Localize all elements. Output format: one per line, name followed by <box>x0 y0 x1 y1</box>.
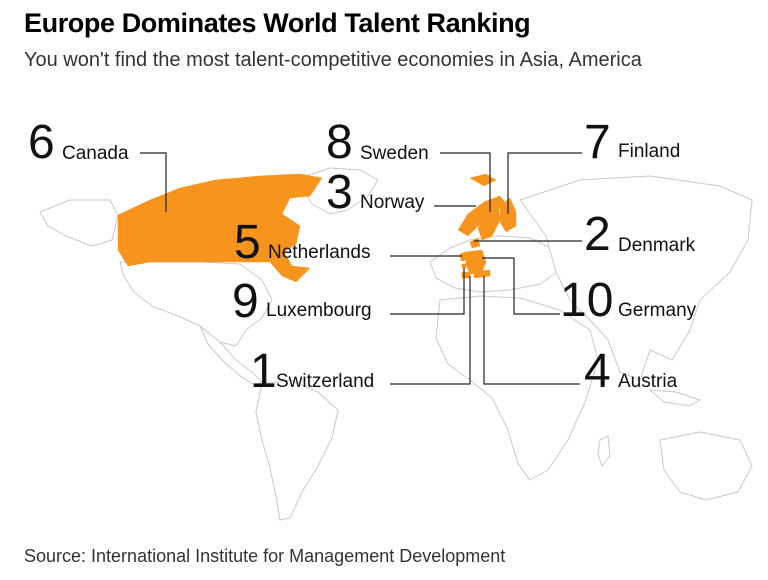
svalbard-highlight <box>469 173 497 187</box>
label-denmark: 2 Denmark <box>584 208 696 261</box>
label-netherlands: 5 Netherlands <box>234 216 370 269</box>
europe-land <box>429 235 561 293</box>
canada-highlight <box>117 173 323 283</box>
country-name-austria: Austria <box>618 371 678 392</box>
country-name-netherlands: Netherlands <box>268 242 370 263</box>
austria-leader-line <box>483 276 580 385</box>
label-norway: 3 Norway <box>326 166 425 219</box>
country-name-finland: Finland <box>618 141 680 162</box>
africa-land <box>435 295 599 481</box>
rank-canada: 6 <box>28 116 55 169</box>
rank-germany: 10 <box>560 274 613 327</box>
south-america-land <box>255 379 339 521</box>
label-germany: 10 Germany <box>560 274 697 327</box>
label-sweden: 8 Sweden <box>326 116 429 169</box>
canada-leader-line <box>140 152 167 212</box>
country-name-switzerland: Switzerland <box>276 371 374 392</box>
finland-leader-line <box>507 152 582 214</box>
country-name-luxembourg: Luxembourg <box>266 300 372 321</box>
switzerland-leader-line <box>390 276 471 385</box>
alaska-land <box>39 199 119 247</box>
rank-finland: 7 <box>584 116 611 169</box>
country-name-canada: Canada <box>62 143 129 164</box>
country-name-denmark: Denmark <box>618 235 696 256</box>
finland-highlight <box>499 197 517 233</box>
label-canada: 6 Canada <box>28 116 129 169</box>
rank-norway: 3 <box>326 166 353 219</box>
madagascar-land <box>597 435 611 467</box>
label-finland: 7 Finland <box>584 116 680 169</box>
germany-leader-line <box>482 257 560 315</box>
central-america-land <box>199 325 263 387</box>
country-name-germany: Germany <box>618 300 697 321</box>
luxembourg-highlight <box>461 263 467 269</box>
country-name-sweden: Sweden <box>360 143 429 164</box>
switzerland-highlight <box>461 271 471 279</box>
canada-islands-highlight <box>181 179 277 205</box>
label-austria: 4 Austria <box>584 345 678 398</box>
rank-austria: 4 <box>584 345 611 398</box>
sweden-leader-line <box>440 152 491 212</box>
luxembourg-leader-line <box>390 268 465 315</box>
source-note: Source: International Institute for Mana… <box>24 546 506 566</box>
usa-land <box>119 261 273 347</box>
chart-subtitle: You won't find the most talent-competiti… <box>24 49 642 71</box>
australia-land <box>659 431 753 501</box>
rank-sweden: 8 <box>326 116 353 169</box>
rank-denmark: 2 <box>584 208 611 261</box>
rank-netherlands: 5 <box>234 216 261 269</box>
asia-land <box>519 175 753 381</box>
label-switzerland: 1 Switzerland <box>250 345 374 398</box>
austria-highlight <box>473 269 491 279</box>
chart-title: Europe Dominates World Talent Ranking <box>24 8 531 38</box>
rank-switzerland: 1 <box>250 345 277 398</box>
rank-luxembourg: 9 <box>232 275 259 328</box>
southeast-asia-islands <box>649 389 701 407</box>
country-name-norway: Norway <box>360 192 425 213</box>
label-luxembourg: 9 Luxembourg <box>232 275 372 328</box>
